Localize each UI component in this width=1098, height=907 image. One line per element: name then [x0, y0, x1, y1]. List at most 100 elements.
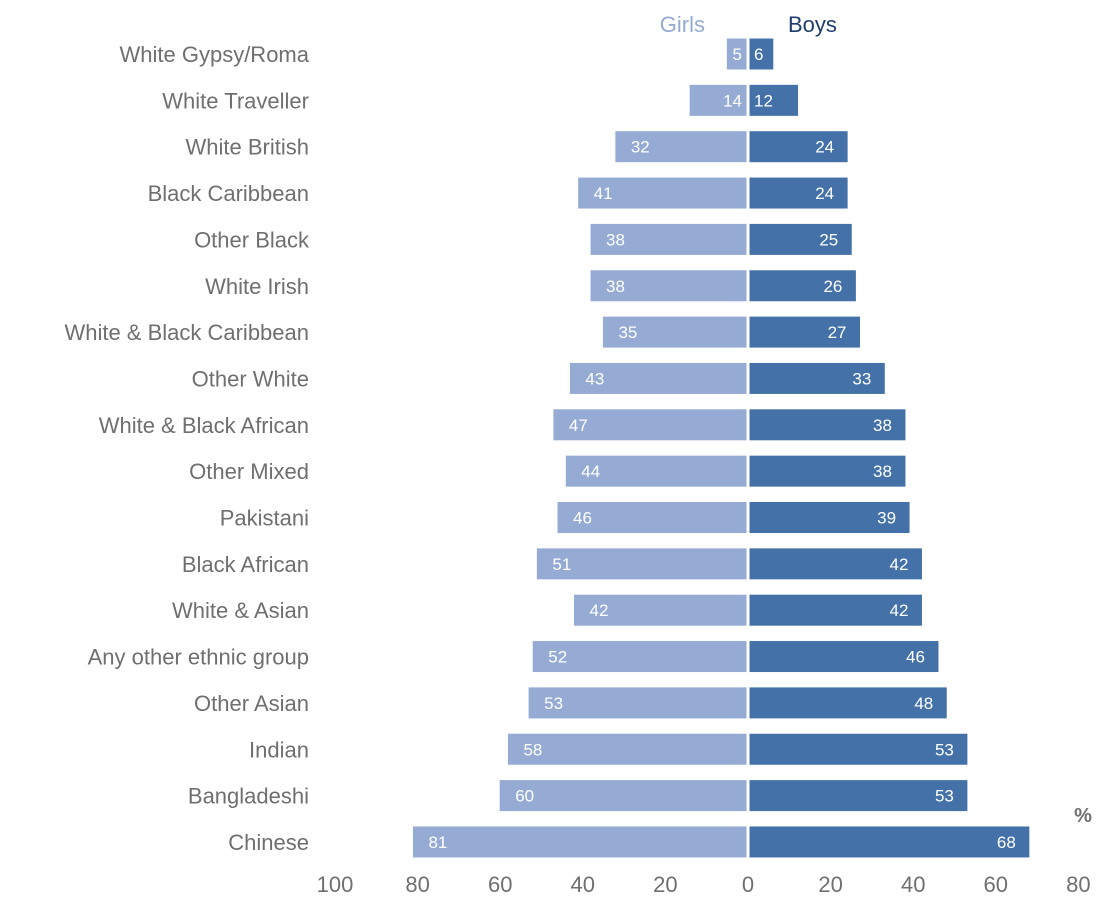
category-label-bangladeshi: Bangladeshi	[188, 784, 309, 809]
legend-boys: Boys	[788, 12, 837, 37]
bar-boys-pakistani	[748, 501, 911, 534]
value-label-girls-white-asian: 42	[590, 601, 609, 620]
bar-girls-white-irish	[589, 269, 748, 303]
value-label-boys-other-black: 25	[819, 230, 838, 249]
value-label-girls-white-gypsy-roma: 5	[733, 45, 742, 64]
value-label-girls-white-irish: 38	[606, 277, 625, 296]
value-label-boys-white-british: 24	[815, 138, 834, 157]
value-label-boys-any-other-ethnic-group: 46	[906, 648, 925, 667]
unit-label: %	[1074, 805, 1092, 827]
legend-girls: Girls	[660, 12, 705, 37]
x-tick-2: 60	[488, 872, 512, 897]
x-tick-4: 20	[653, 872, 677, 897]
bar-girls-other-asian	[527, 686, 748, 720]
bar-girls-white-black-african	[552, 408, 748, 442]
bar-girls-other-black	[589, 222, 748, 256]
category-label-black-african: Black African	[182, 552, 309, 577]
bar-boys-bangladeshi	[748, 779, 969, 813]
category-label-other-black: Other Black	[194, 227, 310, 252]
category-label-any-other-ethnic-group: Any other ethnic group	[88, 645, 309, 670]
boys-bars	[748, 37, 1031, 859]
bar-girls-white-gypsy-roma	[725, 37, 748, 71]
value-label-boys-black-caribbean: 24	[815, 184, 834, 203]
x-tick-0: 100	[317, 872, 354, 897]
value-label-girls-any-other-ethnic-group: 52	[548, 648, 567, 667]
category-label-indian: Indian	[249, 737, 309, 762]
value-label-girls-white-british: 32	[631, 138, 650, 157]
bar-boys-other-mixed	[748, 454, 907, 488]
value-label-boys-black-african: 42	[890, 555, 909, 574]
category-label-white-traveller: White Traveller	[162, 88, 309, 113]
category-label-black-caribbean: Black Caribbean	[148, 181, 309, 206]
value-label-girls-chinese: 81	[428, 833, 447, 852]
bar-boys-chinese	[748, 825, 1031, 859]
girls-bars	[411, 37, 748, 859]
value-label-boys-other-mixed: 38	[873, 462, 892, 481]
value-label-girls-white-traveller: 14	[723, 91, 742, 110]
x-tick-5: 0	[742, 872, 754, 897]
x-tick-1: 80	[405, 872, 429, 897]
bar-value-labels: 5 6 14 12 32 24 41 24 38 25 38 26 35 27 43 33 47 38 44 38 46…	[428, 45, 1015, 852]
bar-boys-white-irish	[748, 269, 857, 303]
category-label-other-white: Other White	[192, 366, 309, 391]
value-label-boys-white-traveller: 12	[754, 91, 773, 110]
bar-girls-chinese	[411, 825, 748, 859]
category-label-white-black-african: White & Black African	[99, 413, 309, 438]
value-label-boys-white-irish: 26	[823, 277, 842, 296]
bar-boys-indian	[748, 732, 969, 766]
bar-boys-white-black-african	[748, 408, 907, 442]
value-label-boys-other-white: 33	[852, 369, 871, 388]
bar-girls-indian	[506, 732, 748, 766]
value-label-girls-other-asian: 53	[544, 694, 563, 713]
value-label-girls-white-black-caribbean: 35	[618, 323, 637, 342]
bar-boys-any-other-ethnic-group	[748, 640, 940, 674]
bar-boys-white-gypsy-roma	[748, 37, 775, 71]
bar-girls-bangladeshi	[498, 779, 748, 813]
bar-girls-other-white	[568, 361, 748, 395]
category-label-pakistani: Pakistani	[220, 506, 309, 531]
value-label-girls-bangladeshi: 60	[515, 787, 534, 806]
category-label-other-asian: Other Asian	[194, 691, 309, 716]
x-tick-9: 80	[1066, 872, 1090, 897]
category-label-white-gypsy-roma: White Gypsy/Roma	[120, 42, 310, 67]
value-label-boys-white-asian: 42	[890, 601, 909, 620]
bar-boys-white-british	[748, 130, 849, 164]
x-tick-8: 60	[984, 872, 1008, 897]
bar-boys-other-white	[748, 361, 886, 395]
bar-boys-white-black-caribbean	[748, 315, 862, 349]
value-label-girls-pakistani: 46	[573, 509, 592, 528]
category-label-white-black-caribbean: White & Black Caribbean	[64, 320, 309, 345]
x-tick-3: 40	[571, 872, 595, 897]
bar-boys-other-asian	[748, 686, 948, 720]
category-labels: White Gypsy/Roma White Traveller White Bri…	[64, 42, 310, 855]
value-label-boys-bangladeshi: 53	[935, 787, 954, 806]
category-label-other-mixed: Other Mixed	[189, 459, 309, 484]
bar-boys-white-traveller	[748, 83, 800, 117]
x-tick-6: 20	[818, 872, 842, 897]
value-label-boys-pakistani: 39	[877, 509, 896, 528]
x-tick-7: 40	[901, 872, 925, 897]
category-label-chinese: Chinese	[228, 830, 309, 855]
bar-girls-other-mixed	[564, 454, 748, 488]
bar-girls-white-traveller	[688, 83, 748, 117]
value-label-boys-white-black-caribbean: 27	[828, 323, 847, 342]
category-label-white-asian: White & Asian	[172, 598, 309, 623]
bar-girls-any-other-ethnic-group	[531, 640, 748, 674]
bar-girls-pakistani	[556, 501, 748, 534]
value-label-boys-other-asian: 48	[914, 694, 933, 713]
legend: Girls Boys	[660, 12, 837, 37]
bar-boys-other-black	[748, 222, 853, 256]
value-label-girls-black-caribbean: 41	[594, 184, 613, 203]
bar-boys-white-asian	[748, 593, 923, 627]
value-label-girls-other-black: 38	[606, 230, 625, 249]
value-label-girls-other-mixed: 44	[581, 462, 600, 481]
bar-girls-white-black-caribbean	[601, 315, 748, 349]
value-label-boys-chinese: 68	[997, 833, 1016, 852]
category-label-white-british: White British	[186, 135, 309, 160]
bar-girls-black-caribbean	[577, 176, 748, 210]
value-label-girls-indian: 58	[523, 740, 542, 759]
bar-girls-white-british	[614, 130, 748, 164]
x-axis-tick-labels: 100 80 60 40 20 0 20 40 60 80	[317, 872, 1091, 897]
value-label-girls-black-african: 51	[552, 555, 571, 574]
